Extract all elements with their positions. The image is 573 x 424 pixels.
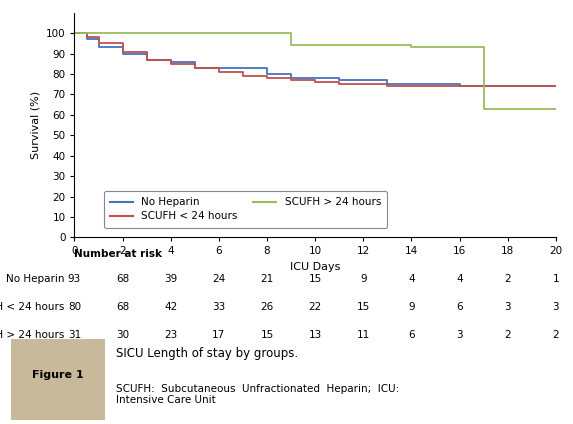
Text: 2: 2 — [552, 330, 559, 340]
Text: 3: 3 — [552, 302, 559, 312]
Legend: No Heparin, SCUFH < 24 hours, SCUFH > 24 hours: No Heparin, SCUFH < 24 hours, SCUFH > 24… — [104, 191, 387, 228]
Text: 26: 26 — [260, 302, 274, 312]
FancyBboxPatch shape — [11, 339, 105, 420]
X-axis label: ICU Days: ICU Days — [290, 262, 340, 272]
Text: 39: 39 — [164, 274, 178, 285]
Text: 15: 15 — [356, 302, 370, 312]
Text: 68: 68 — [116, 302, 129, 312]
Text: 68: 68 — [116, 274, 129, 285]
Text: 23: 23 — [164, 330, 178, 340]
Y-axis label: Survival (%): Survival (%) — [30, 91, 40, 159]
Text: 6: 6 — [456, 302, 463, 312]
Text: 17: 17 — [212, 330, 226, 340]
Text: 42: 42 — [164, 302, 178, 312]
Text: SCUFH > 24 hours: SCUFH > 24 hours — [0, 330, 65, 340]
Text: 4: 4 — [408, 274, 415, 285]
Text: 80: 80 — [68, 302, 81, 312]
Text: 4: 4 — [456, 274, 463, 285]
Text: 31: 31 — [68, 330, 81, 340]
Text: 6: 6 — [408, 330, 415, 340]
Text: 11: 11 — [356, 330, 370, 340]
Text: 15: 15 — [308, 274, 322, 285]
Text: 2: 2 — [504, 274, 511, 285]
Text: 93: 93 — [68, 274, 81, 285]
Text: SICU Length of stay by groups.: SICU Length of stay by groups. — [116, 347, 298, 360]
Text: 2: 2 — [504, 330, 511, 340]
Text: SCUFH < 24 hours: SCUFH < 24 hours — [0, 302, 65, 312]
Text: 9: 9 — [360, 274, 367, 285]
Text: 24: 24 — [212, 274, 226, 285]
Text: 33: 33 — [212, 302, 226, 312]
Text: 13: 13 — [308, 330, 322, 340]
Text: SCUFH:  Subcutaneous  Unfractionated  Heparin;  ICU:
Intensive Care Unit: SCUFH: Subcutaneous Unfractionated Hepar… — [116, 383, 399, 405]
Text: 15: 15 — [260, 330, 274, 340]
Text: Figure 1: Figure 1 — [33, 371, 84, 380]
Text: 3: 3 — [456, 330, 463, 340]
Text: Number at risk: Number at risk — [74, 249, 163, 259]
Text: No Heparin: No Heparin — [6, 274, 65, 285]
Text: 9: 9 — [408, 302, 415, 312]
Text: 22: 22 — [308, 302, 322, 312]
Text: 1: 1 — [552, 274, 559, 285]
Text: 30: 30 — [116, 330, 129, 340]
Text: 3: 3 — [504, 302, 511, 312]
Text: 21: 21 — [260, 274, 274, 285]
